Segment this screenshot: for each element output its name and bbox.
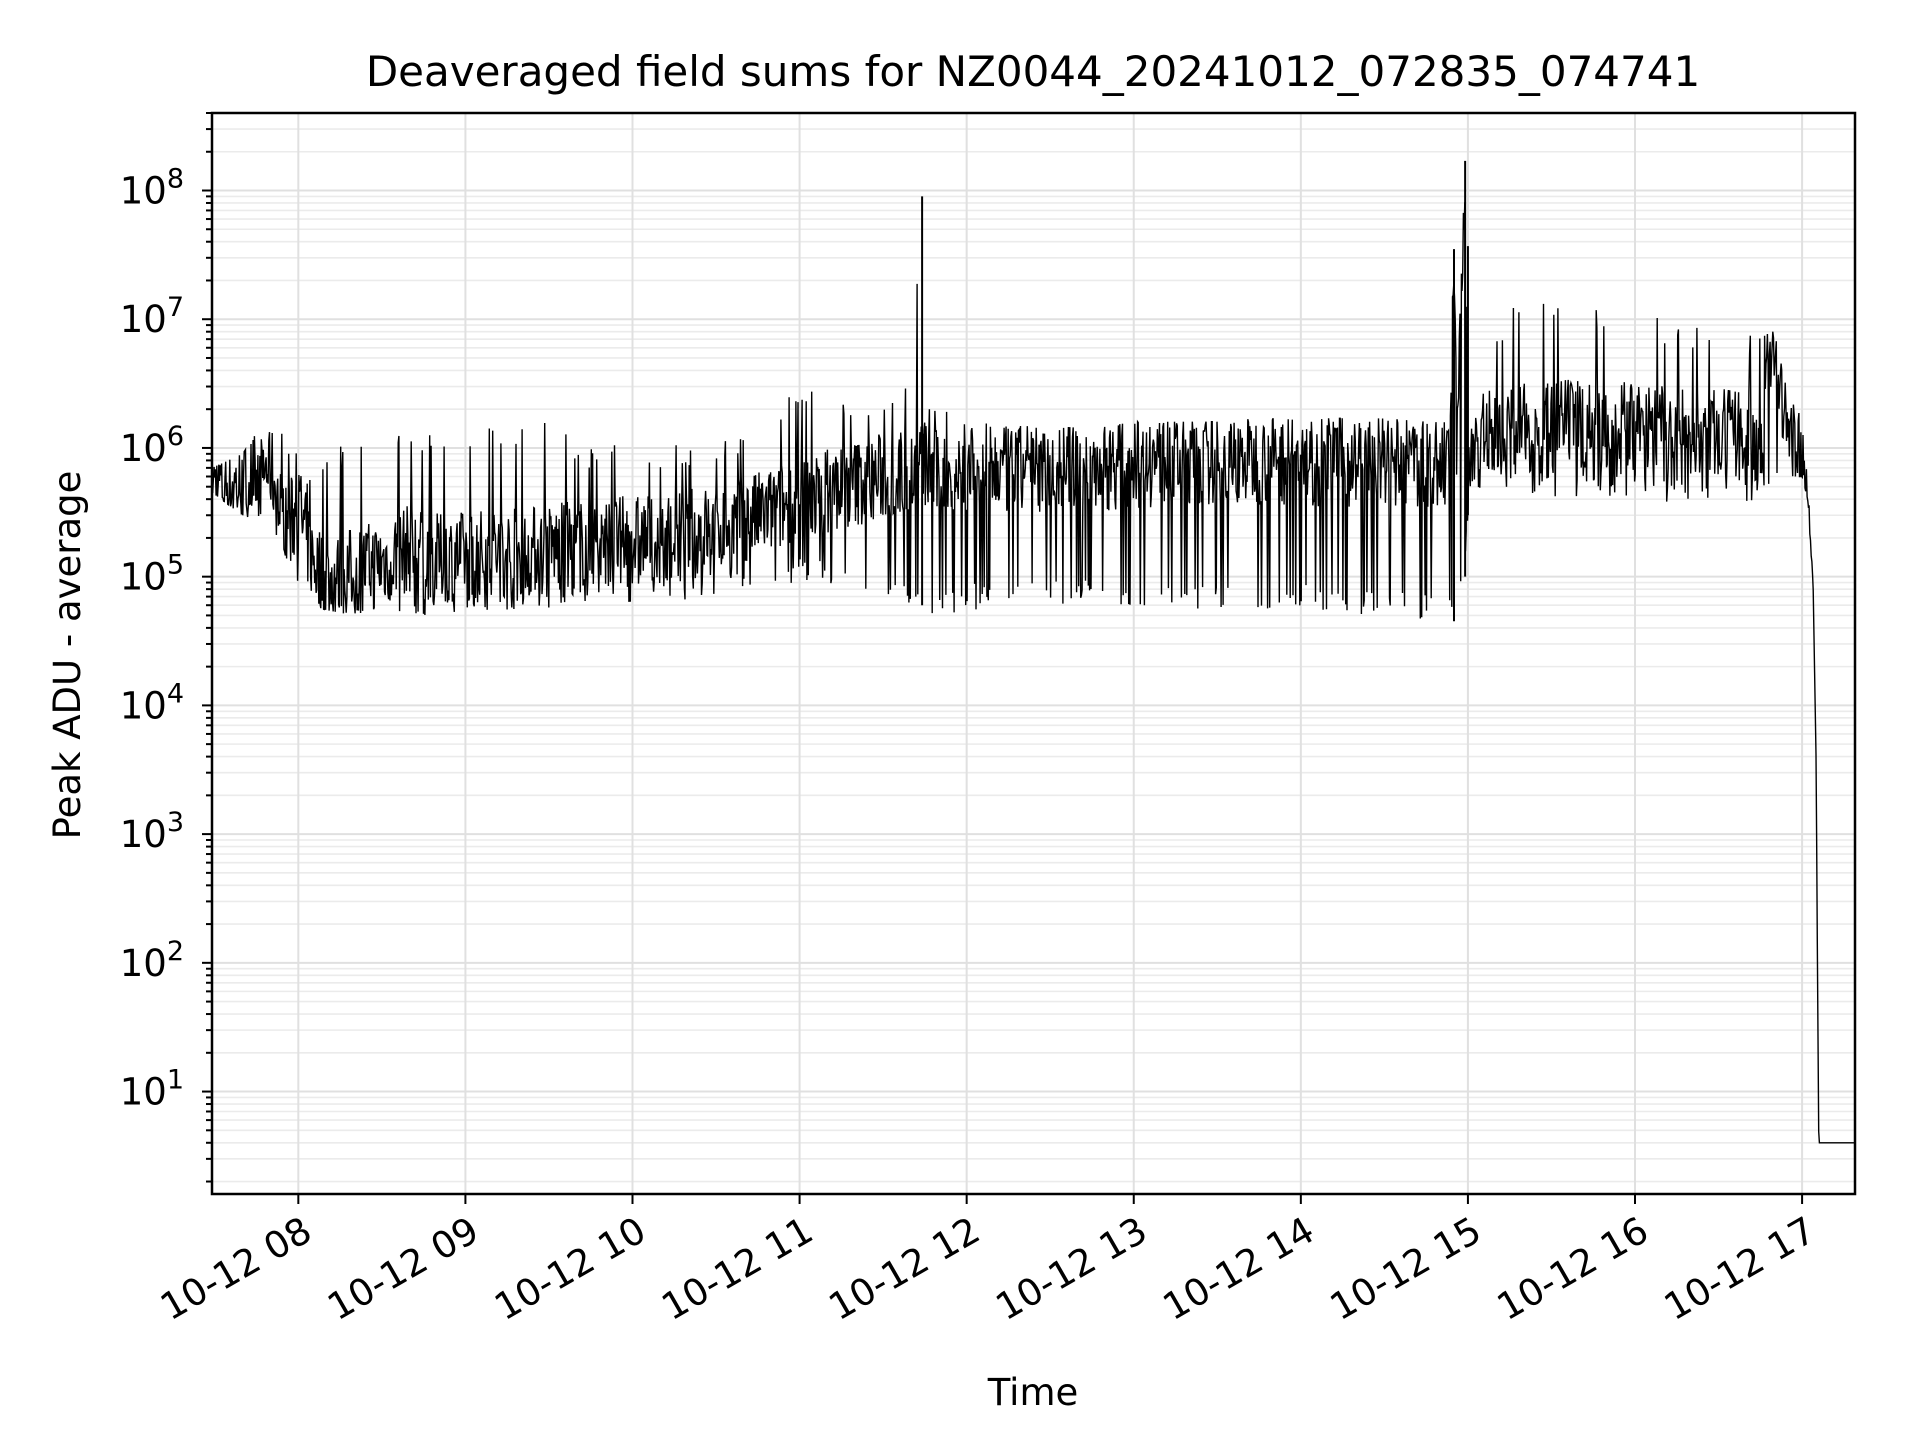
- y-tick-label: 104: [120, 678, 184, 727]
- y-tick-label: 106: [120, 421, 184, 470]
- y-tick-label: 102: [120, 936, 184, 985]
- x-axis-label: Time: [987, 1371, 1079, 1414]
- y-tick-label: 103: [120, 807, 184, 856]
- y-tick-label: 105: [120, 550, 184, 599]
- plot-frame: [210, 111, 1857, 1196]
- y-axis-label: Peak ADU - average: [46, 471, 89, 840]
- chart-title: Deaveraged field sums for NZ0044_2024101…: [366, 47, 1700, 96]
- grid: [212, 112, 1855, 1194]
- data-layer: [211, 160, 1855, 1144]
- y-tick-label: 107: [120, 292, 184, 341]
- y-tick-label: 108: [120, 163, 184, 212]
- y-axis: 101 102 103 104 105 106 107 108: [120, 112, 212, 1183]
- series-trace: [211, 202, 1855, 1144]
- y-tick-label: 101: [120, 1065, 184, 1114]
